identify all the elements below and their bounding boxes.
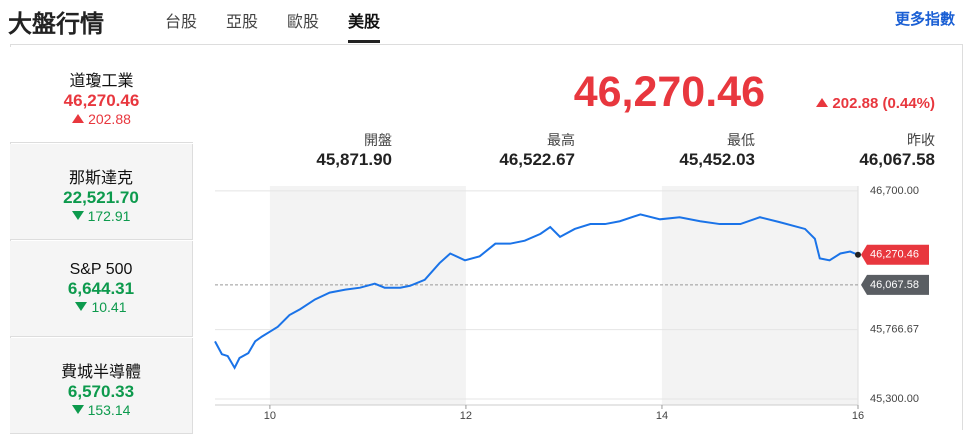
price: 46,270.46 <box>573 68 765 116</box>
last-label: 46,270.46 <box>870 249 919 261</box>
index-change-text: 153.14 <box>87 402 131 418</box>
tab[interactable]: 亞股 <box>226 14 259 31</box>
stat-label: 開盤 <box>364 132 392 148</box>
stat-label: 最高 <box>547 132 575 148</box>
stat-value: 46,522.67 <box>499 150 575 169</box>
stat-value: 46,067.58 <box>859 150 935 169</box>
index-change: 172.91 <box>10 208 192 224</box>
x-tick-label: 16 <box>852 410 864 422</box>
index-name: S&P 500 <box>69 261 133 278</box>
index-row[interactable]: S&P 500 6,644.31 10.41 <box>10 241 193 337</box>
last-tag <box>861 244 929 265</box>
index-row[interactable]: 那斯達克 22,521.70 172.91 <box>10 144 193 240</box>
y-tick-label: 45,766.67 <box>870 324 919 336</box>
last-dot <box>855 251 861 258</box>
stat-value: 45,871.90 <box>316 150 392 169</box>
x-tick-label: 10 <box>264 410 276 422</box>
price-line <box>214 213 859 370</box>
index-change: 202.88 <box>10 111 193 127</box>
index-value: 6,570.33 <box>67 382 135 401</box>
shade-band <box>269 186 466 405</box>
index-value: 22,521.70 <box>63 188 139 207</box>
arrow <box>72 114 85 123</box>
page-title: 大盤行情 <box>8 11 104 38</box>
index-change-text: 10.41 <box>91 299 127 315</box>
index-change: 153.14 <box>10 402 192 418</box>
stat-label: 最低 <box>727 132 755 148</box>
index-change: 10.41 <box>10 299 192 315</box>
tab[interactable]: 美股 <box>348 8 381 43</box>
index-name: 道瓊工業 <box>69 73 134 90</box>
stat-label: 昨收 <box>907 132 935 148</box>
arrow <box>816 98 829 107</box>
x-tick-label: 14 <box>656 410 668 422</box>
change-text: 202.88 (0.44%) <box>832 95 935 112</box>
y-tick-label: 46,700.00 <box>870 185 919 197</box>
index-value: 6,644.31 <box>67 279 135 298</box>
index-name: 費城半導體 <box>60 364 141 381</box>
arrow <box>71 211 84 220</box>
arrow <box>75 302 88 311</box>
more-link[interactable]: 更多指數 <box>894 11 955 28</box>
index-change-text: 172.91 <box>87 208 131 224</box>
arrow <box>71 405 84 414</box>
previous-close-label: 46,067.58 <box>870 279 919 291</box>
tab[interactable]: 歐股 <box>287 14 320 31</box>
tab[interactable]: 台股 <box>165 14 198 31</box>
index-row[interactable]: 道瓊工業 46,270.46 202.88 <box>10 47 193 143</box>
index-change-text: 202.88 <box>88 111 131 127</box>
x-tick-label: 12 <box>460 410 472 422</box>
index-row[interactable]: 費城半導體 6,570.33 153.14 <box>10 338 193 434</box>
previous-close-tag <box>861 274 929 295</box>
y-tick-label: 45,300.00 <box>870 393 919 405</box>
index-name: 那斯達克 <box>68 170 133 187</box>
shade-band <box>661 186 858 405</box>
change: 202.88 (0.44%) <box>816 95 935 112</box>
stat-value: 45,452.03 <box>679 150 755 169</box>
index-value: 46,270.46 <box>63 91 140 110</box>
